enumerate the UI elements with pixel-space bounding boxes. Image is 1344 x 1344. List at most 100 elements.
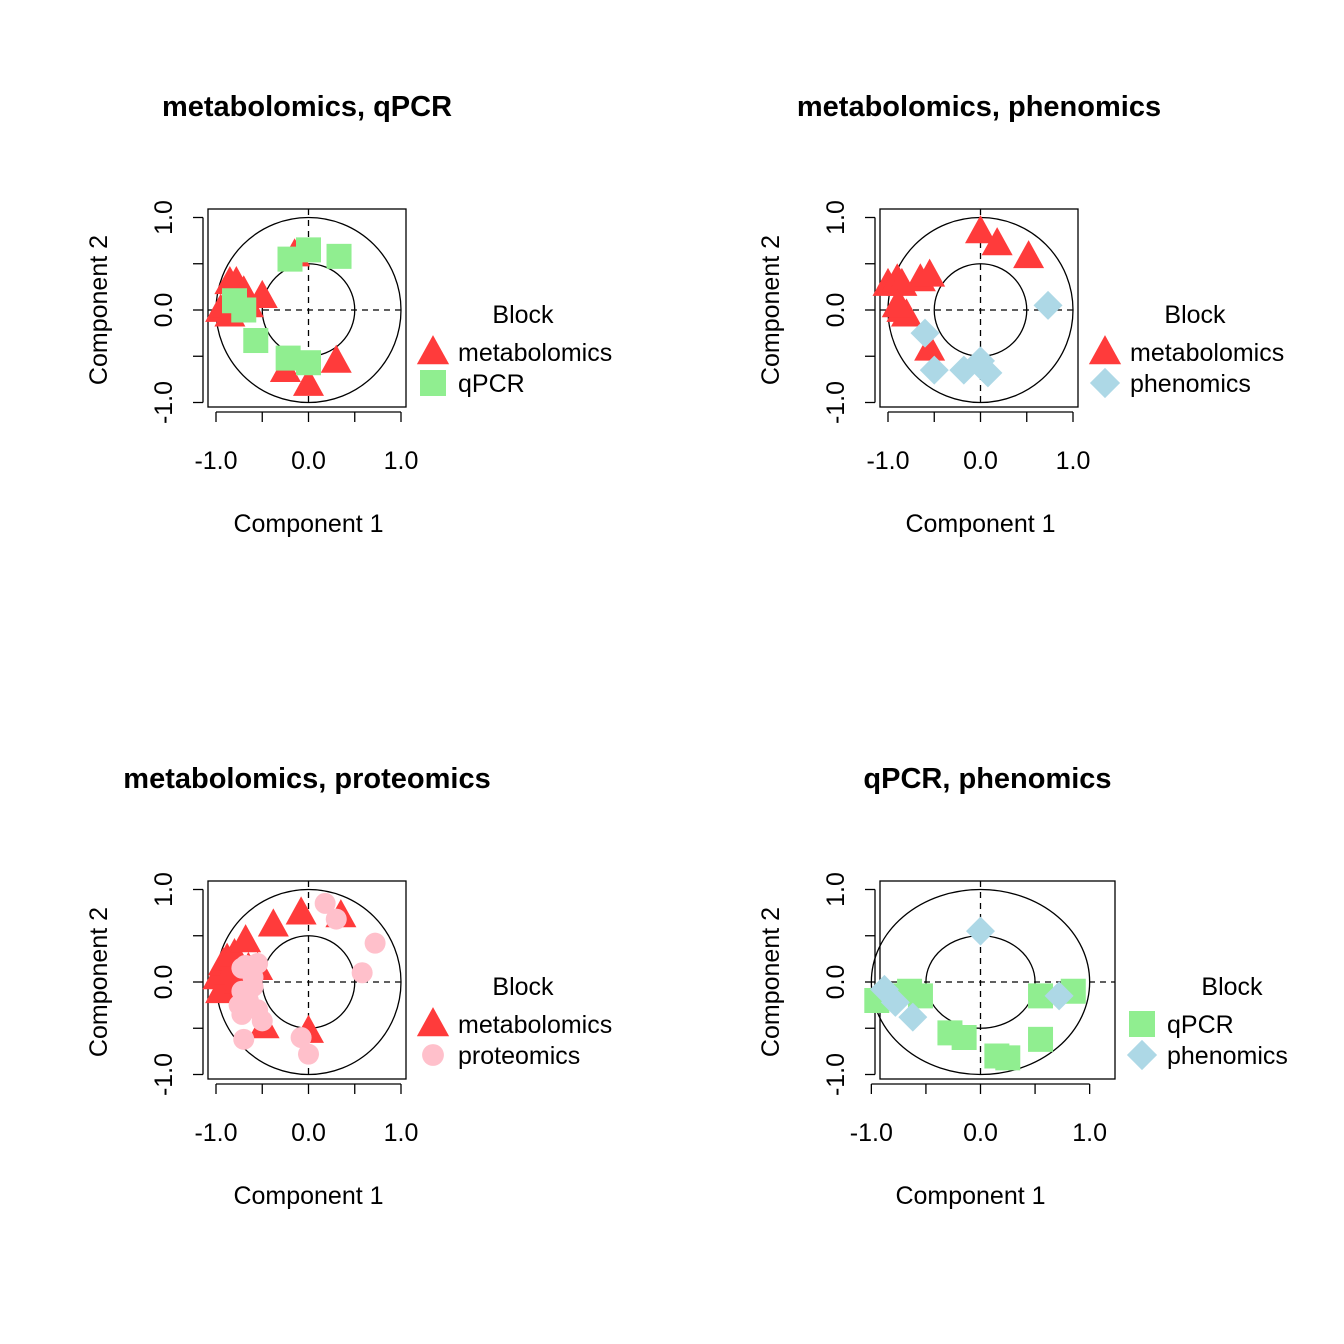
x-axis-title: Component 1 <box>895 1182 1045 1210</box>
legend-key-metabolomics <box>416 335 450 365</box>
legend-title: Block <box>1164 301 1226 329</box>
legend-label: qPCR <box>458 370 525 398</box>
x-tick-label: -1.0 <box>866 447 909 475</box>
point-metabolomics <box>981 227 1013 256</box>
y-tick-label: -1.0 <box>822 1053 850 1096</box>
point-phenomics <box>919 355 949 385</box>
x-tick-label: -1.0 <box>850 1119 893 1147</box>
legend-key-qpcr <box>420 370 446 396</box>
x-tick-label: 1.0 <box>1072 1119 1107 1147</box>
panel-4: qPCR, phenomics -1.0 0.0 1.0 -1.0 0.0 1.0 Compo… <box>757 763 1288 1210</box>
y-tick-label: 0.0 <box>150 965 178 1000</box>
x-axis-title: Component 1 <box>233 1182 383 1210</box>
point-proteomics <box>325 908 347 930</box>
x-tick-label: -1.0 <box>194 1119 237 1147</box>
point-qpcr <box>326 243 352 269</box>
x-tick-label: 1.0 <box>384 1119 419 1147</box>
y-tick-label: 0.0 <box>150 293 178 328</box>
point-proteomics <box>364 932 386 954</box>
x-axis-title: Component 1 <box>905 510 1055 538</box>
plot-frame <box>207 208 407 408</box>
y-tick-label: 1.0 <box>150 872 178 907</box>
point-proteomics <box>290 1027 312 1048</box>
legend-key-phenomics <box>1126 1039 1158 1071</box>
legend-title: Block <box>492 973 554 1001</box>
y-tick-label: -1.0 <box>150 381 178 424</box>
point-phenomics <box>966 916 995 946</box>
point-qpcr <box>231 297 257 323</box>
point-phenomics <box>973 358 1003 388</box>
point-metabolomics <box>293 367 324 396</box>
point-proteomics <box>314 892 336 914</box>
legend-label: metabolomics <box>458 339 612 367</box>
point-proteomics <box>351 962 373 984</box>
point-qpcr <box>995 1045 1021 1071</box>
chart-title: metabolomics, qPCR <box>162 91 452 123</box>
panel-1: metabolomics, qPCR -1.0 0.0 1.0 -1.0 0.0 1.0 Co… <box>85 91 612 538</box>
point-metabolomics <box>881 289 913 318</box>
y-tick-label: 1.0 <box>822 200 850 235</box>
legend-label: phenomics <box>1130 370 1251 398</box>
point-metabolomics <box>914 258 946 287</box>
legend-label: proteomics <box>458 1042 580 1070</box>
x-tick-label: 0.0 <box>963 1119 998 1147</box>
x-tick-label: 0.0 <box>291 1119 326 1147</box>
panel-3: metabolomics, proteomics -1.0 0.0 1.0 -1.0 0.… <box>85 763 612 1210</box>
x-tick-label: 0.0 <box>291 447 326 475</box>
chart-title: metabolomics, proteomics <box>123 763 490 795</box>
point-qpcr <box>296 237 321 263</box>
point-metabolomics <box>965 215 996 244</box>
x-axis-title: Component 1 <box>233 510 383 538</box>
point-proteomics <box>231 1003 253 1025</box>
point-proteomics <box>242 966 264 988</box>
point-proteomics <box>233 1028 255 1050</box>
y-axis-title: Component 2 <box>757 235 785 385</box>
y-tick-label: -1.0 <box>150 1053 178 1096</box>
legend-title: Block <box>492 301 554 329</box>
point-metabolomics <box>230 924 262 953</box>
panel-2: metabolomics, phenomics -1.0 0.0 1.0 -1.0 0.0… <box>757 91 1284 538</box>
x-tick-label: -1.0 <box>194 447 237 475</box>
legend-key-metabolomics <box>1088 335 1122 365</box>
legend-key-qpcr <box>1129 1011 1155 1037</box>
chart-title: qPCR, phenomics <box>863 763 1111 795</box>
legend-label: metabolomics <box>1130 339 1284 367</box>
chart-title: metabolomics, phenomics <box>797 91 1161 123</box>
y-tick-label: 0.0 <box>822 293 850 328</box>
y-axis-title: Component 2 <box>85 235 113 385</box>
y-tick-label: -1.0 <box>822 381 850 424</box>
point-metabolomics <box>257 908 289 937</box>
point-phenomics <box>1033 290 1063 320</box>
y-axis-title: Component 2 <box>85 907 113 1057</box>
y-tick-label: 1.0 <box>150 200 178 235</box>
point-phenomics <box>869 974 899 1004</box>
y-axis-title: Component 2 <box>757 907 785 1057</box>
point-metabolomics <box>1013 240 1045 269</box>
point-phenomics <box>1044 981 1074 1011</box>
point-qpcr <box>951 1025 977 1050</box>
legend-label: phenomics <box>1167 1042 1288 1070</box>
point-proteomics <box>298 1043 319 1065</box>
point-proteomics <box>251 1010 273 1032</box>
y-tick-label: 0.0 <box>822 965 850 1000</box>
point-phenomics <box>910 318 940 348</box>
legend-key-proteomics <box>422 1044 444 1066</box>
point-qpcr <box>296 350 321 376</box>
legend-label: qPCR <box>1167 1011 1234 1039</box>
point-qpcr <box>1028 1026 1054 1052</box>
x-tick-label: 0.0 <box>963 447 998 475</box>
legend-label: metabolomics <box>458 1011 612 1039</box>
point-phenomics <box>898 1002 928 1032</box>
legend-key-phenomics <box>1089 367 1121 399</box>
y-tick-label: 1.0 <box>822 872 850 907</box>
legend-key-metabolomics <box>416 1007 450 1037</box>
x-tick-label: 1.0 <box>1056 447 1091 475</box>
point-qpcr <box>243 328 269 354</box>
point-metabolomics <box>320 344 352 373</box>
point-phenomics <box>880 987 910 1017</box>
plot-frame <box>879 208 1079 408</box>
legend-title: Block <box>1201 973 1263 1001</box>
point-metabolomics <box>285 896 317 925</box>
point-metabolomics <box>914 332 946 361</box>
